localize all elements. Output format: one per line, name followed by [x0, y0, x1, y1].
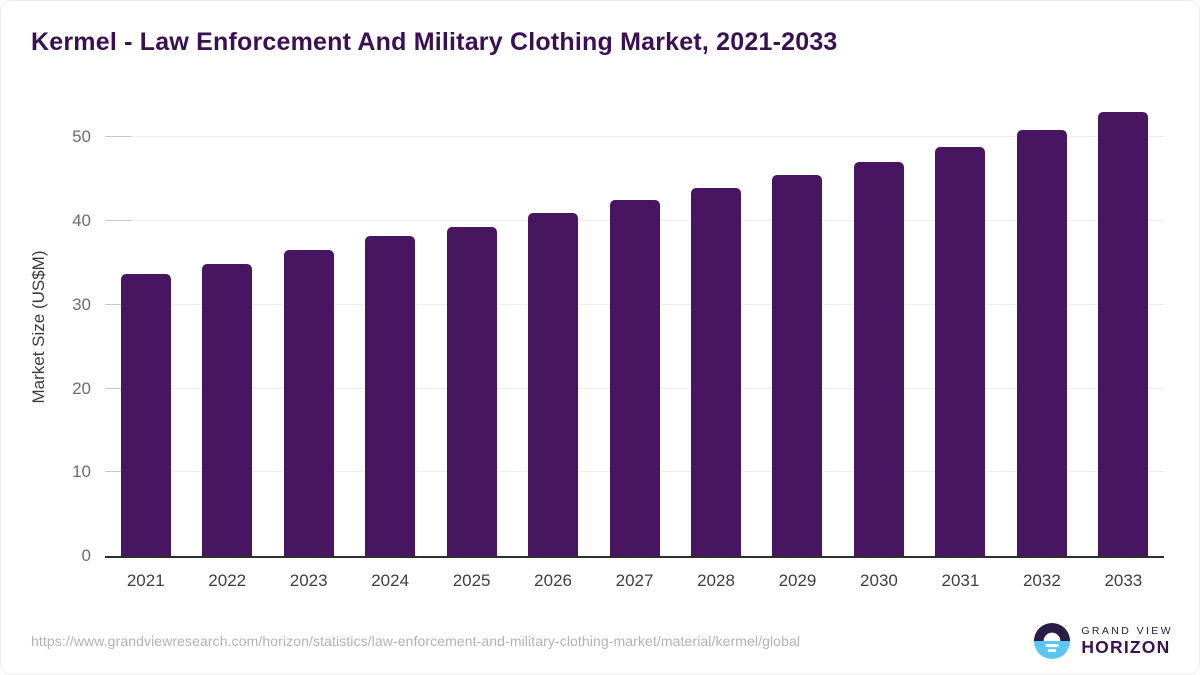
- bar-column-2026: [512, 106, 593, 556]
- y-tick-label-30: 30: [72, 294, 91, 314]
- bar-column-2027: [594, 106, 675, 556]
- bar-column-2022: [186, 106, 267, 556]
- horizon-sun-icon: [1034, 622, 1071, 660]
- x-tick-label-2022: 2022: [208, 571, 247, 590]
- chart-title: Kermel - Law Enforcement And Military Cl…: [31, 28, 838, 56]
- x-axis-labels: 2021 2022 2023 2024 2025 2026 2027 2028 2029 2030…: [105, 571, 1164, 591]
- x-tick-label-2031: 2031: [941, 571, 980, 590]
- bar-column-2030: [838, 106, 919, 556]
- x-tick-label-2027: 2027: [615, 571, 654, 590]
- brand-logo-text: GRAND VIEW HORIZON: [1081, 625, 1173, 657]
- bar-column-2025: [431, 106, 512, 556]
- x-tick-label-2029: 2029: [778, 571, 817, 590]
- y-tick-label-40: 40: [72, 211, 91, 231]
- bar-column-2032: [1001, 106, 1082, 556]
- gridline-50: [105, 136, 1164, 138]
- y-tick-label-10: 10: [72, 462, 91, 482]
- brand-name-line2: HORIZON: [1081, 636, 1171, 657]
- bar-2026: [528, 212, 579, 556]
- x-tick-label-2028: 2028: [697, 571, 735, 590]
- bar-series: [105, 106, 1164, 556]
- bar-column-2021: [105, 106, 186, 556]
- bar-2024: [365, 236, 416, 556]
- bar-2027: [609, 200, 660, 556]
- bar-2023: [283, 250, 334, 556]
- x-tick-label-2021: 2021: [126, 571, 165, 590]
- bar-2031: [935, 146, 986, 556]
- bar-2022: [202, 263, 253, 556]
- x-tick-label-2024: 2024: [371, 571, 410, 590]
- bar-column-2023: [268, 106, 349, 556]
- bar-column-2024: [349, 106, 430, 556]
- x-tick-label-2026: 2026: [534, 571, 572, 590]
- bar-2033: [1098, 111, 1149, 556]
- source-url: https://www.grandviewresearch.com/horizo…: [31, 633, 801, 649]
- chart-area: 0 10 20 30 40 50 2021 2022 2023 2024 2025 2026 2027…: [72, 106, 1164, 591]
- bar-2028: [691, 187, 742, 556]
- footer: https://www.grandviewresearch.com/horizo…: [31, 622, 1173, 660]
- x-tick-label-2032: 2032: [1022, 571, 1061, 590]
- brand-logo: GRAND VIEW HORIZON: [1033, 622, 1173, 660]
- bar-column-2031: [920, 106, 1001, 556]
- bar-2021: [120, 273, 171, 556]
- bar-2029: [772, 175, 823, 556]
- bar-column-2033: [1083, 106, 1164, 556]
- bar-column-2029: [757, 106, 838, 556]
- x-tick-label-2033: 2033: [1104, 571, 1143, 590]
- y-tick-label-0: 0: [81, 546, 91, 565]
- plot-area: 0 10 20 30 40 50: [72, 106, 1164, 564]
- x-tick-label-2025: 2025: [452, 571, 491, 590]
- bar-column-2028: [675, 106, 756, 556]
- bar-2030: [853, 161, 904, 556]
- x-tick-label-2030: 2030: [860, 571, 898, 590]
- bar-2025: [446, 227, 497, 556]
- x-tick-label-2023: 2023: [289, 571, 328, 590]
- y-tick-label-20: 20: [72, 378, 91, 398]
- y-axis-title: Market Size (US$M): [29, 250, 48, 404]
- y-tick-label-50: 50: [72, 127, 91, 147]
- bar-2032: [1016, 129, 1067, 556]
- brand-name-line1: GRAND VIEW: [1081, 624, 1173, 637]
